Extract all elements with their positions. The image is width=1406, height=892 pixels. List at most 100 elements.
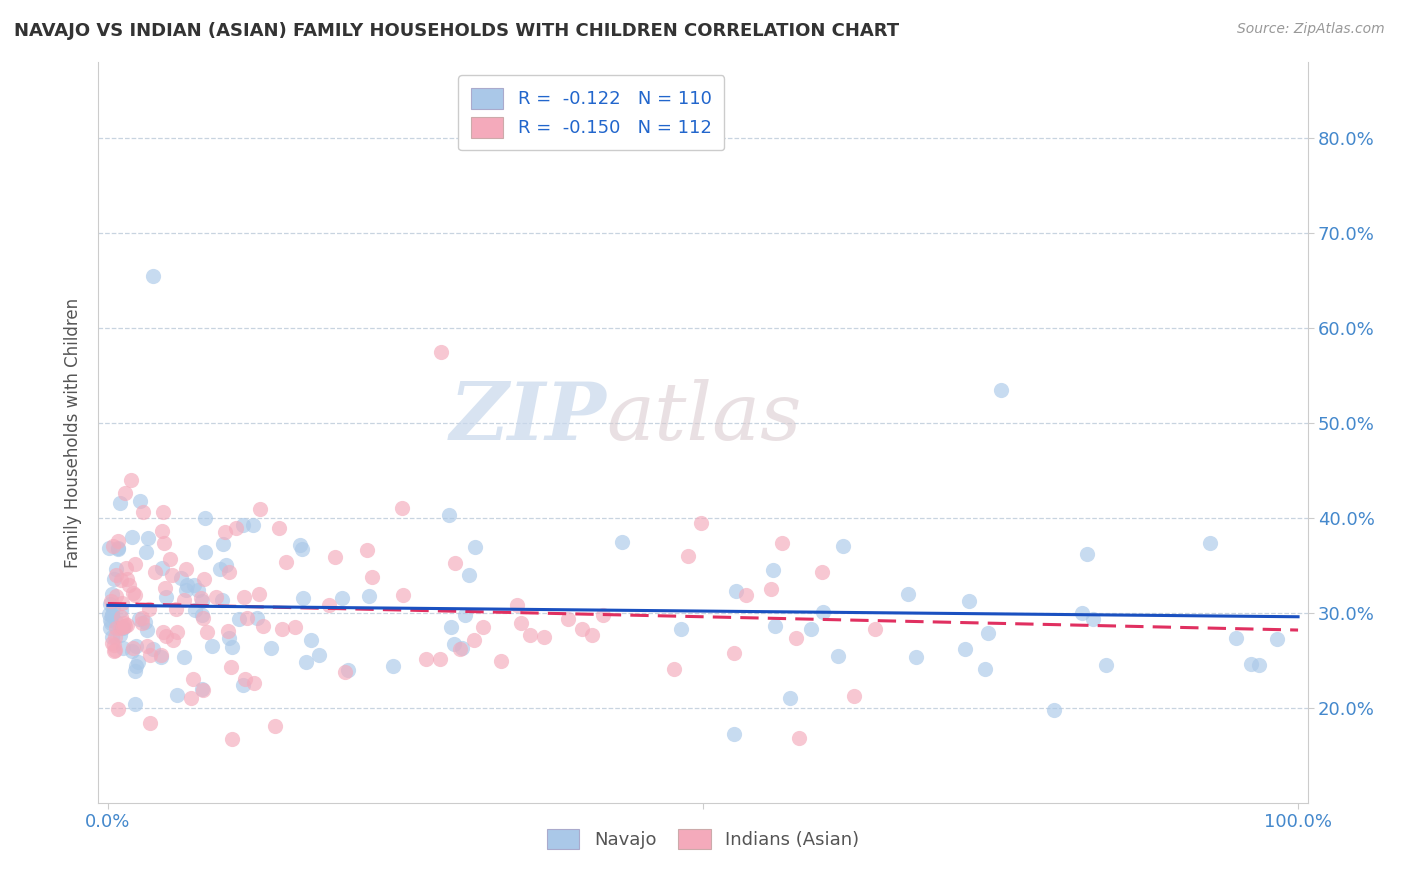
- Point: [249, 501, 271, 516]
- Point: [191, 607, 214, 622]
- Point: [103, 638, 125, 652]
- Point: [463, 632, 485, 647]
- Point: [800, 622, 823, 636]
- Point: [184, 603, 207, 617]
- Point: [762, 563, 785, 577]
- Point: [443, 637, 465, 651]
- Point: [571, 623, 593, 637]
- Point: [132, 505, 155, 519]
- Point: [332, 591, 354, 606]
- Point: [308, 648, 330, 662]
- Point: [225, 521, 247, 535]
- Point: [454, 608, 477, 623]
- Point: [150, 648, 173, 662]
- Point: [449, 641, 471, 656]
- Point: [103, 573, 125, 587]
- Point: [323, 549, 346, 564]
- Point: [150, 561, 173, 575]
- Point: [246, 611, 269, 625]
- Point: [124, 557, 146, 571]
- Point: [108, 496, 131, 510]
- Point: [429, 652, 451, 666]
- Point: [763, 618, 786, 632]
- Point: [111, 641, 134, 656]
- Point: [356, 542, 378, 557]
- Point: [1083, 612, 1105, 626]
- Point: [863, 622, 886, 636]
- Point: [451, 640, 474, 655]
- Point: [183, 578, 205, 592]
- Point: [444, 556, 467, 570]
- Point: [100, 597, 122, 611]
- Point: [191, 611, 214, 625]
- Point: [221, 640, 243, 654]
- Point: [533, 630, 555, 644]
- Point: [162, 568, 184, 582]
- Point: [128, 612, 150, 626]
- Point: [437, 508, 460, 522]
- Point: [174, 561, 197, 575]
- Point: [152, 625, 174, 640]
- Point: [115, 617, 138, 632]
- Point: [506, 599, 529, 613]
- Point: [138, 716, 160, 731]
- Point: [787, 731, 810, 746]
- Point: [124, 697, 146, 711]
- Point: [581, 628, 603, 642]
- Point: [977, 626, 1000, 640]
- Point: [131, 615, 153, 630]
- Point: [98, 607, 121, 622]
- Point: [142, 268, 165, 283]
- Point: [725, 583, 748, 598]
- Point: [114, 486, 136, 500]
- Point: [236, 610, 259, 624]
- Point: [242, 518, 264, 533]
- Point: [247, 586, 270, 600]
- Point: [228, 612, 250, 626]
- Point: [124, 588, 146, 602]
- Point: [510, 615, 533, 630]
- Point: [957, 594, 980, 608]
- Point: [121, 531, 143, 545]
- Point: [98, 541, 121, 556]
- Point: [104, 643, 127, 657]
- Point: [114, 619, 136, 633]
- Point: [464, 540, 486, 554]
- Point: [333, 665, 356, 679]
- Point: [430, 345, 453, 359]
- Point: [336, 663, 359, 677]
- Point: [360, 570, 382, 584]
- Point: [134, 615, 156, 630]
- Point: [1247, 657, 1270, 672]
- Point: [415, 652, 437, 666]
- Point: [131, 611, 153, 625]
- Point: [135, 639, 157, 653]
- Point: [149, 650, 172, 665]
- Point: [122, 640, 145, 655]
- Point: [105, 568, 128, 582]
- Point: [107, 702, 129, 716]
- Point: [142, 641, 165, 656]
- Point: [1076, 547, 1098, 561]
- Point: [974, 662, 997, 676]
- Point: [260, 640, 283, 655]
- Point: [107, 534, 129, 549]
- Point: [111, 596, 134, 610]
- Point: [100, 616, 122, 631]
- Point: [166, 688, 188, 702]
- Point: [174, 583, 197, 598]
- Point: [152, 505, 174, 519]
- Point: [101, 608, 124, 623]
- Point: [471, 620, 494, 634]
- Y-axis label: Family Households with Children: Family Households with Children: [65, 298, 83, 567]
- Point: [166, 624, 188, 639]
- Point: [489, 655, 512, 669]
- Point: [205, 590, 228, 604]
- Point: [218, 565, 240, 579]
- Point: [440, 620, 463, 634]
- Point: [1043, 702, 1066, 716]
- Point: [271, 622, 294, 636]
- Point: [124, 658, 146, 673]
- Point: [212, 536, 235, 550]
- Point: [170, 571, 193, 585]
